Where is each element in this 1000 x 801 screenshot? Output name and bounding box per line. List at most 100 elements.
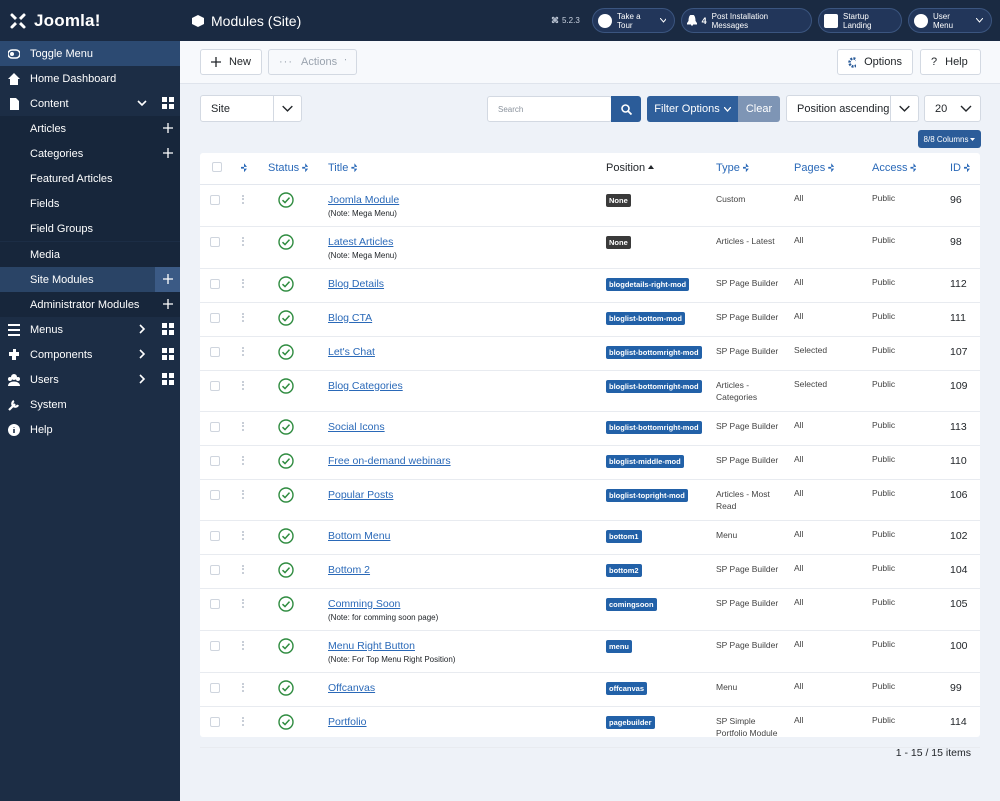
select-value: Site: [211, 102, 230, 115]
module-title-link[interactable]: Bottom 2: [328, 563, 371, 576]
menu-icon: [9, 348, 19, 360]
module-type: SP Page Builder: [708, 445, 786, 480]
module-title-link[interactable]: Menu Right Button: [328, 639, 415, 652]
checkbox[interactable]: [210, 455, 220, 466]
search-button[interactable]: [611, 96, 641, 122]
checkbox[interactable]: [210, 598, 220, 609]
sidebar-item-label: Home Dashboard: [30, 72, 117, 85]
sidebar-item[interactable]: Components: [0, 342, 180, 367]
checkbox[interactable]: [210, 194, 220, 205]
module-title-link[interactable]: Let's Chat: [328, 345, 375, 358]
sidebar-item[interactable]: Toggle Menu: [0, 41, 180, 66]
module-type: Articles - Categories: [708, 370, 786, 412]
column-header-label[interactable]: Position: [606, 162, 646, 175]
checkbox[interactable]: [210, 564, 220, 575]
sort-icon[interactable]: [241, 163, 247, 173]
module-id: 105: [942, 588, 980, 631]
module-title-link[interactable]: Offcanvas: [328, 681, 376, 694]
checkbox[interactable]: [210, 380, 220, 391]
position-badge: bottom1: [606, 529, 642, 543]
sidebar-item[interactable]: System: [0, 392, 180, 417]
checkbox[interactable]: [210, 236, 220, 247]
user-menu-button[interactable]: User Menu: [908, 8, 992, 33]
module-pages: All: [786, 302, 864, 337]
module-type: Articles - Latest: [708, 226, 786, 269]
plus-icon: [163, 123, 173, 133]
columns-button[interactable]: 8/8 Columns: [918, 130, 981, 148]
sidebar-item[interactable]: Field Groups: [0, 216, 180, 241]
help-button[interactable]: ? Help: [920, 49, 981, 75]
cell: [200, 370, 230, 412]
sidebar-item[interactable]: Media: [0, 242, 180, 267]
column-header-label[interactable]: ID: [950, 162, 961, 175]
checkbox[interactable]: [210, 640, 220, 651]
sidebar-item[interactable]: Home Dashboard: [0, 66, 180, 91]
ordering-select[interactable]: Position ascending: [786, 95, 919, 122]
checkbox[interactable]: [212, 161, 222, 172]
checkbox[interactable]: [210, 489, 220, 500]
actions-button[interactable]: ··· Actions: [268, 49, 357, 75]
sidebar-item[interactable]: Categories: [0, 141, 180, 166]
module-title-link[interactable]: Popular Posts: [328, 488, 394, 501]
sidebar-item[interactable]: Articles: [0, 116, 180, 141]
checkbox[interactable]: [210, 278, 220, 289]
cell: [200, 630, 230, 673]
sidebar-item-label: Featured Articles: [30, 172, 113, 185]
column-header-label[interactable]: Access: [872, 162, 908, 175]
client-select[interactable]: Site: [200, 95, 302, 122]
new-button[interactable]: New: [200, 49, 262, 75]
module-row: Popular Posts bloglist-topright-mod Articl…: [200, 479, 980, 521]
filter-options-button[interactable]: Filter Options: [647, 96, 738, 122]
column-header-label[interactable]: Status: [268, 162, 300, 175]
logo[interactable]: Joomla!: [0, 0, 180, 41]
module-type: Menu: [708, 520, 786, 555]
cell: Offcanvas: [320, 672, 598, 707]
sidebar-item[interactable]: Featured Articles: [0, 166, 180, 191]
column-header: Pages: [786, 153, 864, 185]
sidebar-item[interactable]: Administrator Modules: [0, 292, 180, 317]
limit-select[interactable]: 20: [924, 95, 981, 122]
column-header-label[interactable]: Type: [716, 162, 740, 175]
module-pages: All: [786, 706, 864, 748]
checkbox[interactable]: [210, 421, 220, 432]
checkbox[interactable]: [210, 530, 220, 541]
options-button[interactable]: Options: [837, 49, 913, 75]
module-title-link[interactable]: Free on-demand webinars: [328, 454, 451, 467]
search-input[interactable]: Search: [487, 96, 612, 122]
checkbox[interactable]: [210, 716, 220, 727]
startup-button[interactable]: Startup Landing: [818, 8, 902, 33]
cell: [200, 672, 230, 707]
module-title-link[interactable]: Blog Details: [328, 277, 385, 290]
cell: Bottom 2: [320, 554, 598, 589]
module-title-link[interactable]: Bottom Menu: [328, 529, 391, 542]
drag-handle: [242, 455, 244, 465]
module-title-link[interactable]: Blog CTA: [328, 311, 373, 324]
module-title-link[interactable]: Blog Categories: [328, 379, 403, 392]
module-access: Public: [864, 226, 942, 269]
sidebar-item[interactable]: Users: [0, 367, 180, 392]
module-title-link[interactable]: Portfolio: [328, 715, 367, 728]
chevron-icon: [139, 374, 146, 384]
module-title-link[interactable]: Comming Soon: [328, 597, 401, 610]
sidebar-item[interactable]: Content: [0, 91, 180, 116]
module-id: 104: [942, 554, 980, 589]
sidebar-item[interactable]: Help: [0, 417, 180, 442]
clear-button[interactable]: Clear: [738, 96, 780, 122]
column-header-label[interactable]: Pages: [794, 162, 826, 175]
drag-handle: [242, 489, 244, 499]
take-tour-button[interactable]: Take a Tour: [592, 8, 675, 33]
checkbox[interactable]: [210, 346, 220, 357]
post-install-button[interactable]: 4 Post Installation Messages: [681, 8, 812, 33]
module-title-link[interactable]: Latest Articles: [328, 235, 394, 248]
published-icon: [278, 191, 294, 208]
sidebar-item[interactable]: Site Modules: [0, 267, 180, 292]
sidebar-item-label: Categories: [30, 147, 84, 160]
module-title-link[interactable]: Joomla Module: [328, 193, 400, 206]
checkbox[interactable]: [210, 682, 220, 693]
cell: [260, 706, 320, 748]
column-header-label[interactable]: Title: [328, 162, 349, 175]
sidebar-item[interactable]: Menus: [0, 317, 180, 342]
checkbox[interactable]: [210, 312, 220, 323]
module-title-link[interactable]: Social Icons: [328, 420, 385, 433]
sidebar-item[interactable]: Fields: [0, 191, 180, 216]
